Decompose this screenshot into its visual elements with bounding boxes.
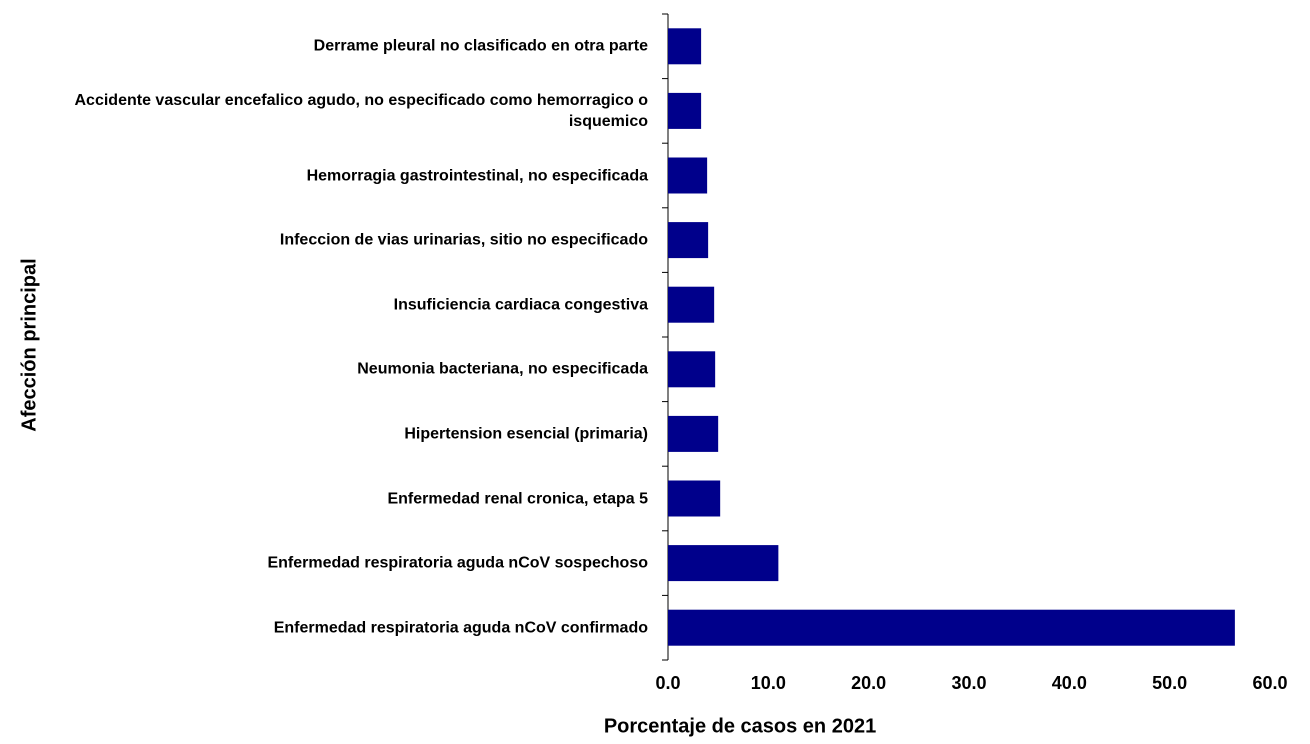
y-tick-label: Enfermedad respiratoria aguda nCoV sospe… [267, 554, 648, 572]
bar [668, 415, 719, 452]
bar [668, 28, 702, 65]
x-tick-label: 50.0 [1152, 673, 1187, 693]
bar [668, 157, 708, 194]
y-tick-label: Derrame pleural no clasificado en otra p… [313, 37, 648, 55]
bar [668, 222, 709, 259]
x-tick-label: 40.0 [1052, 673, 1087, 693]
x-tick-label: 60.0 [1252, 673, 1287, 693]
bar [668, 609, 1235, 646]
bar [668, 92, 702, 129]
bar [668, 480, 721, 517]
bar [668, 545, 779, 582]
y-tick-label: Accidente vascular encefalico agudo, no … [74, 91, 649, 130]
x-tick-label: 30.0 [951, 673, 986, 693]
y-tick-label: Hipertension esencial (primaria) [404, 425, 648, 443]
y-tick-label: Neumonia bacteriana, no especificada [357, 360, 648, 378]
x-tick-label: 10.0 [751, 673, 786, 693]
y-tick-label: Hemorragia gastrointestinal, no especifi… [306, 167, 648, 184]
y-tick-label: Insuficiencia cardiaca congestiva [393, 296, 648, 314]
y-tick-label: Enfermedad renal cronica, etapa 5 [387, 490, 648, 507]
y-tick-label: Infeccion de vias urinarias, sitio no es… [279, 231, 648, 249]
x-axis-label: Porcentaje de casos en 2021 [604, 715, 876, 737]
bar [668, 286, 715, 323]
y-tick-label: Enfermedad respiratoria aguda nCoV confi… [273, 619, 648, 637]
bar [668, 351, 716, 388]
y-axis-label: Afección principal [18, 258, 40, 431]
x-tick-label: 0.0 [655, 673, 680, 693]
x-tick-label: 20.0 [851, 673, 886, 693]
